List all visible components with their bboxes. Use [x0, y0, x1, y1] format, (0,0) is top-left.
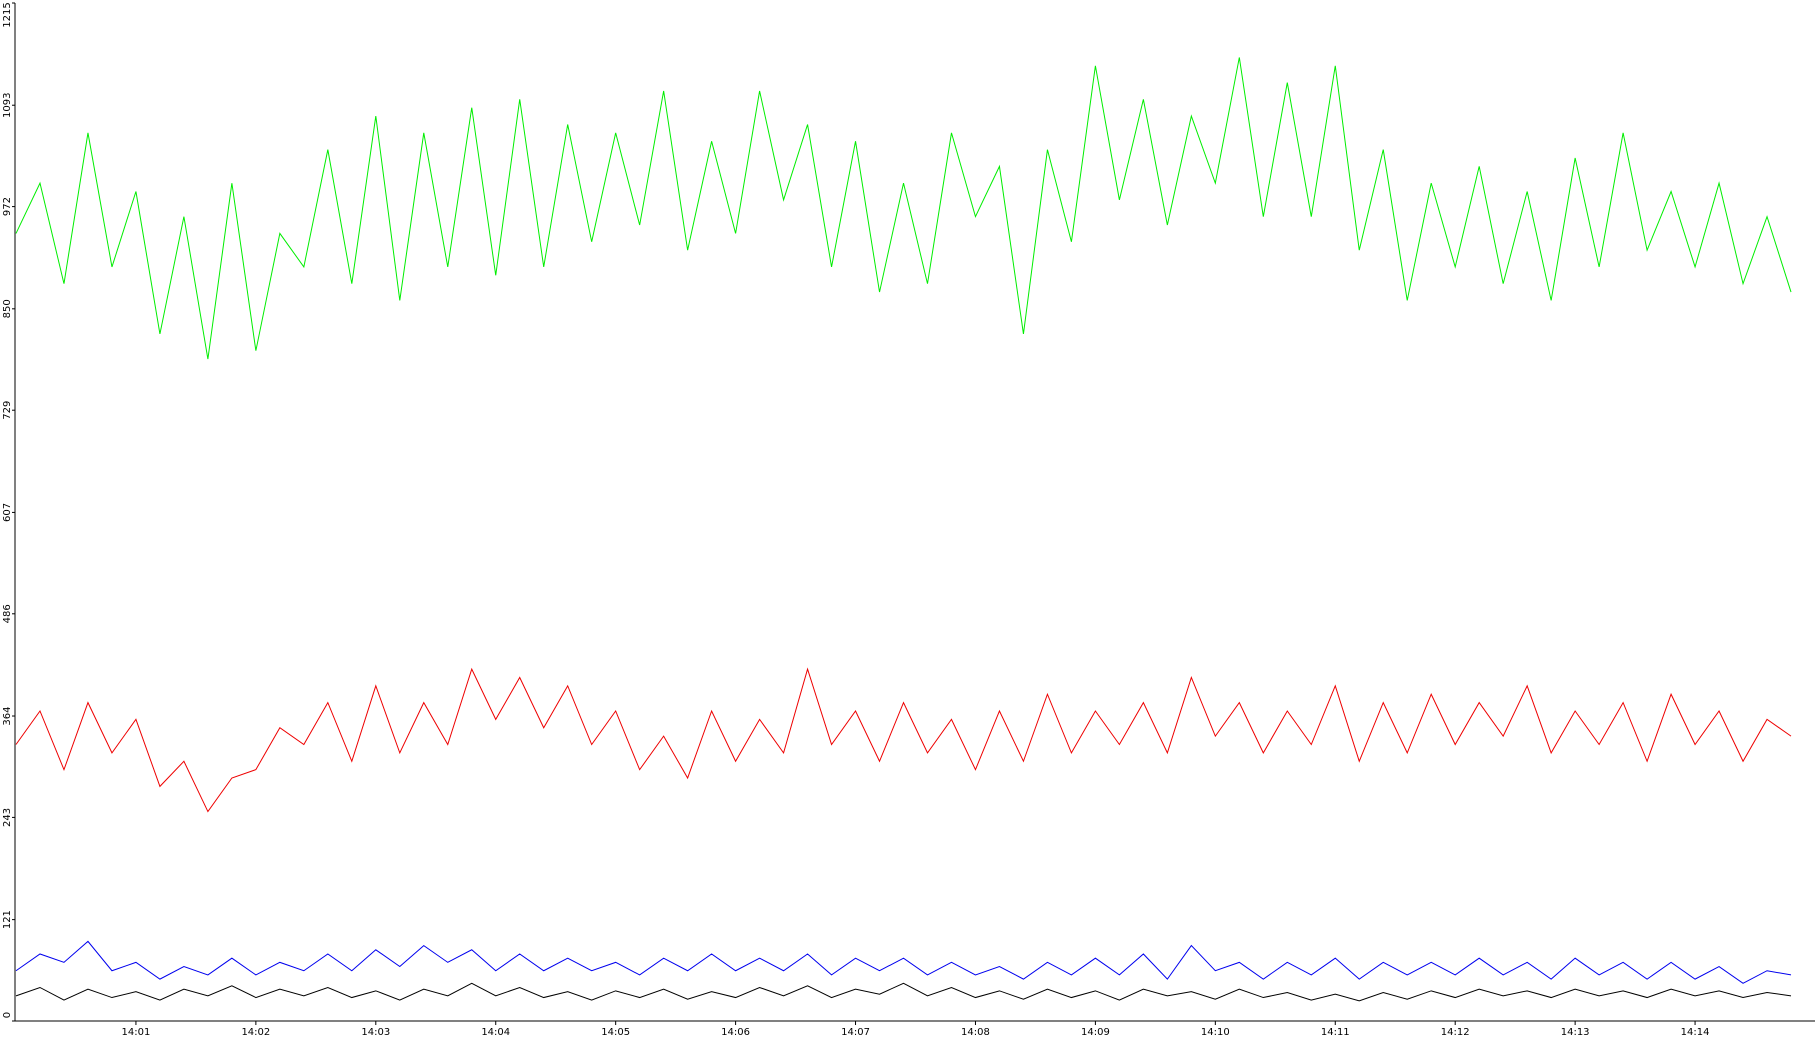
y-tick-label: 729: [2, 401, 13, 420]
y-tick-label: 850: [2, 299, 13, 318]
series-line: [15, 667, 1792, 813]
x-tick-label: 14:08: [961, 1027, 990, 1038]
x-tick-label: 14:11: [1321, 1027, 1350, 1038]
series-line: [15, 940, 1792, 984]
y-tick-label: 0: [2, 1012, 13, 1018]
x-tick-label: 14:10: [1201, 1027, 1230, 1038]
x-tick-label: 14:14: [1681, 1027, 1710, 1038]
y-tick-label: 364: [2, 706, 13, 725]
x-tick-label: 14:06: [721, 1027, 750, 1038]
x-tick-label: 14:09: [1081, 1027, 1110, 1038]
y-tick-label: 243: [2, 808, 13, 827]
y-tick-label: 121: [2, 910, 13, 929]
x-tick-label: 14:03: [361, 1027, 390, 1038]
series-line: [15, 57, 1792, 360]
y-tick-label: 1215: [2, 2, 13, 27]
y-tick-label: 486: [2, 604, 13, 623]
x-tick-label: 14:02: [241, 1027, 270, 1038]
series-line: [15, 982, 1792, 1002]
x-tick-label: 14:04: [481, 1027, 510, 1038]
x-tick-label: 14:05: [601, 1027, 630, 1038]
y-tick-label: 607: [2, 503, 13, 522]
x-tick-label: 14:01: [122, 1027, 151, 1038]
x-tick-label: 14:13: [1561, 1027, 1590, 1038]
x-tick-label: 14:07: [841, 1027, 870, 1038]
y-tick-label: 972: [2, 197, 13, 216]
y-tick-label: 1093: [2, 92, 13, 117]
x-tick-label: 14:12: [1441, 1027, 1470, 1038]
